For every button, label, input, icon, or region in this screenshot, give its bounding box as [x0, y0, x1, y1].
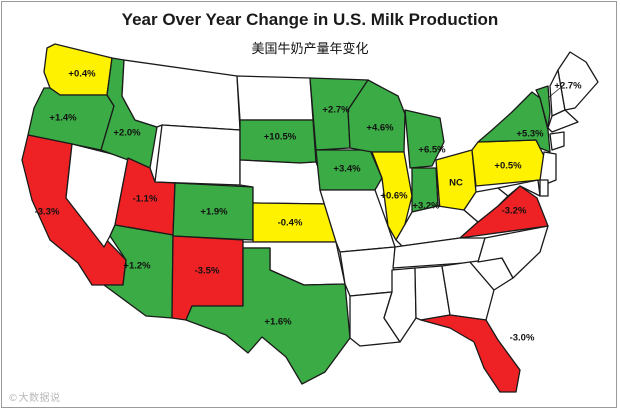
state-label-il: +0.6% — [380, 191, 408, 202]
state-nj — [539, 151, 557, 185]
state-label-wa: +0.4% — [68, 69, 96, 80]
state-label-tx: +1.6% — [264, 317, 292, 328]
state-fl — [420, 314, 521, 393]
state-label-ia: +3.4% — [333, 164, 361, 175]
state-label-az: +1.2% — [123, 261, 151, 272]
state-md — [497, 179, 541, 197]
state-label-nm: -3.5% — [195, 266, 220, 277]
states-layer — [21, 43, 599, 393]
state-label-id: +2.0% — [113, 128, 141, 139]
map-subtitle: 美国牛奶产量年变化 — [251, 42, 369, 57]
state-label-ks: -0.4% — [278, 218, 303, 229]
state-tx — [185, 247, 351, 385]
vt-leader-line — [547, 87, 561, 99]
state-label-mn: +2.7% — [322, 105, 350, 116]
state-label-wi: +4.6% — [366, 123, 394, 134]
state-label-or: +1.4% — [49, 113, 77, 124]
state-label-mi: +6.5% — [418, 145, 446, 156]
state-label-in: +3.2% — [412, 201, 440, 212]
state-label-vt: +2.7% — [554, 81, 582, 92]
state-de — [539, 179, 549, 197]
state-label-ut: -1.1% — [133, 194, 158, 205]
state-wy — [154, 124, 241, 186]
state-ar — [339, 246, 396, 297]
state-nc — [477, 225, 549, 279]
state-label-ca: -3.3% — [35, 207, 60, 218]
state-label-co: +1.9% — [200, 207, 228, 218]
map-title: Year Over Year Change in U.S. Milk Produ… — [121, 10, 499, 29]
state-vt — [535, 85, 551, 129]
state-ct — [549, 131, 565, 151]
state-nd — [236, 75, 314, 121]
state-label-va: -3.2% — [502, 206, 527, 217]
state-ga — [441, 261, 495, 321]
state-ma — [547, 109, 579, 133]
watermark: ©大数据说 — [8, 393, 61, 404]
state-label-ny: +5.3% — [516, 129, 544, 140]
state-label-fl: -3.0% — [510, 333, 535, 344]
state-mt — [121, 59, 241, 131]
state-label-sd: +10.5% — [264, 132, 297, 143]
state-label-oh: NC — [449, 178, 463, 189]
labels-layer: +0.4% +1.4% -3.3% +2.0% -1.1% +1.2% +1.9% -3.5%… — [35, 69, 583, 344]
state-label-pa: +0.5% — [494, 161, 522, 172]
state-mi — [404, 109, 445, 169]
